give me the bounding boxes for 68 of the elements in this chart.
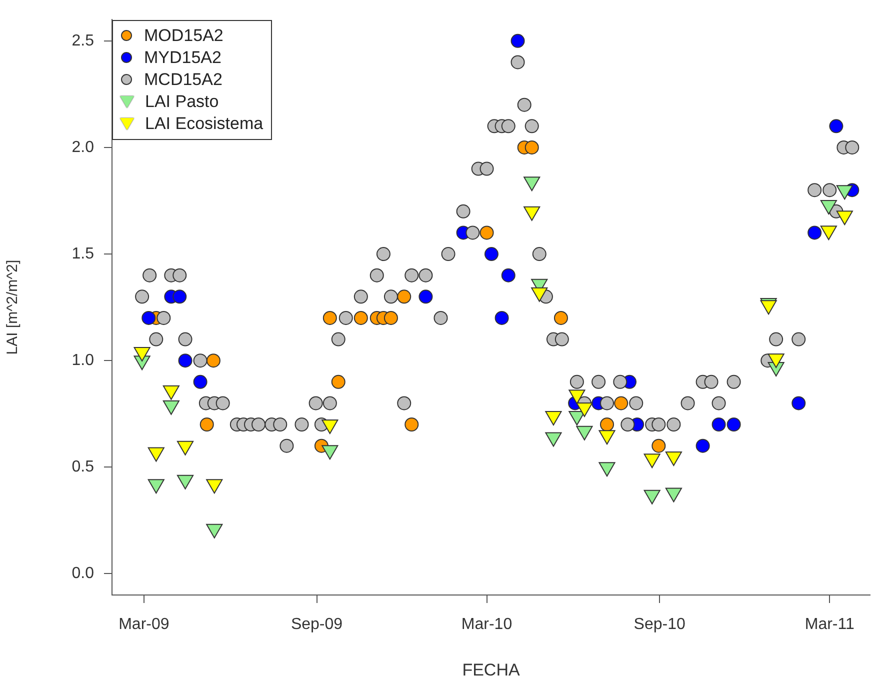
point [644, 490, 660, 504]
point [576, 402, 593, 417]
point [206, 354, 220, 368]
point [322, 420, 338, 434]
point [600, 418, 614, 432]
y-tick-label: 2.5 [72, 32, 94, 50]
point [614, 396, 628, 410]
point [554, 310, 568, 325]
point [404, 418, 419, 432]
legend-label: LAI Pasto [145, 90, 219, 113]
point [792, 396, 806, 410]
point [576, 426, 593, 440]
point [418, 290, 433, 304]
point [354, 310, 368, 325]
x-tick-label: Mar-11 [804, 616, 854, 634]
point [545, 432, 562, 447]
legend-label: MYD15A2 [144, 46, 222, 69]
point [726, 418, 741, 432]
point [568, 390, 586, 404]
point [494, 310, 509, 325]
point [322, 445, 338, 460]
y-tick-label: 1.0 [72, 352, 94, 369]
point [397, 290, 412, 304]
point [829, 119, 844, 134]
point [193, 374, 208, 389]
point [206, 524, 223, 538]
point [200, 418, 214, 432]
point [206, 479, 223, 494]
point [162, 400, 180, 415]
point [545, 410, 562, 426]
point [644, 454, 660, 468]
x-tick-label: Sep-10 [634, 616, 686, 634]
point [712, 418, 726, 432]
point [665, 488, 682, 502]
point [808, 226, 822, 240]
legend-label: MCD15A2 [144, 68, 222, 91]
y-tick-label: 2.0 [72, 138, 94, 156]
point [480, 226, 494, 240]
x-tick-label: Sep-09 [290, 616, 343, 634]
point [768, 353, 784, 368]
point [598, 430, 616, 445]
point [322, 310, 337, 325]
y-tick-label: 0.0 [72, 565, 94, 582]
y-tick-label: 0.5 [72, 458, 94, 476]
x-tick-label: Mar-09 [118, 616, 170, 634]
point [331, 374, 346, 389]
point [484, 247, 498, 262]
legend-label: MOD15A2 [144, 24, 224, 47]
point [176, 474, 194, 490]
point [178, 354, 192, 368]
x-tick-label: Mar-10 [461, 616, 512, 634]
point [172, 290, 187, 304]
point [176, 440, 194, 456]
point [148, 447, 164, 462]
legend-label: LAI Ecosistema [145, 112, 264, 135]
point [524, 140, 539, 154]
y-tick-label: 1.5 [72, 245, 94, 262]
point [665, 451, 682, 466]
point [568, 410, 586, 426]
point [510, 34, 525, 48]
y-axis-title: LAI [m^2/m^2] [4, 260, 22, 355]
point [501, 268, 516, 282]
x-axis-title: FECHA [462, 660, 520, 680]
point [384, 310, 398, 325]
point [148, 479, 164, 494]
point [142, 310, 156, 325]
point [162, 385, 180, 400]
point [598, 462, 616, 477]
